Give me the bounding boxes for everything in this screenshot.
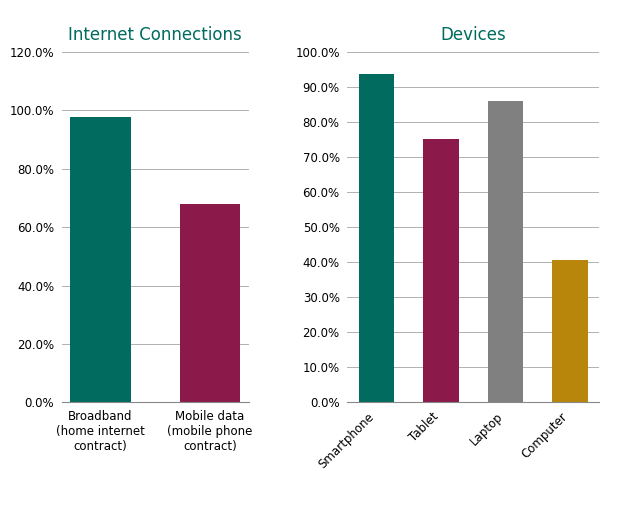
Bar [488,102,523,402]
Bar [70,117,130,402]
Bar [423,139,459,402]
Title: Devices: Devices [441,26,506,44]
Title: Internet Connections: Internet Connections [69,26,242,44]
Bar [552,261,588,402]
Bar [180,204,240,402]
Bar [359,74,394,402]
